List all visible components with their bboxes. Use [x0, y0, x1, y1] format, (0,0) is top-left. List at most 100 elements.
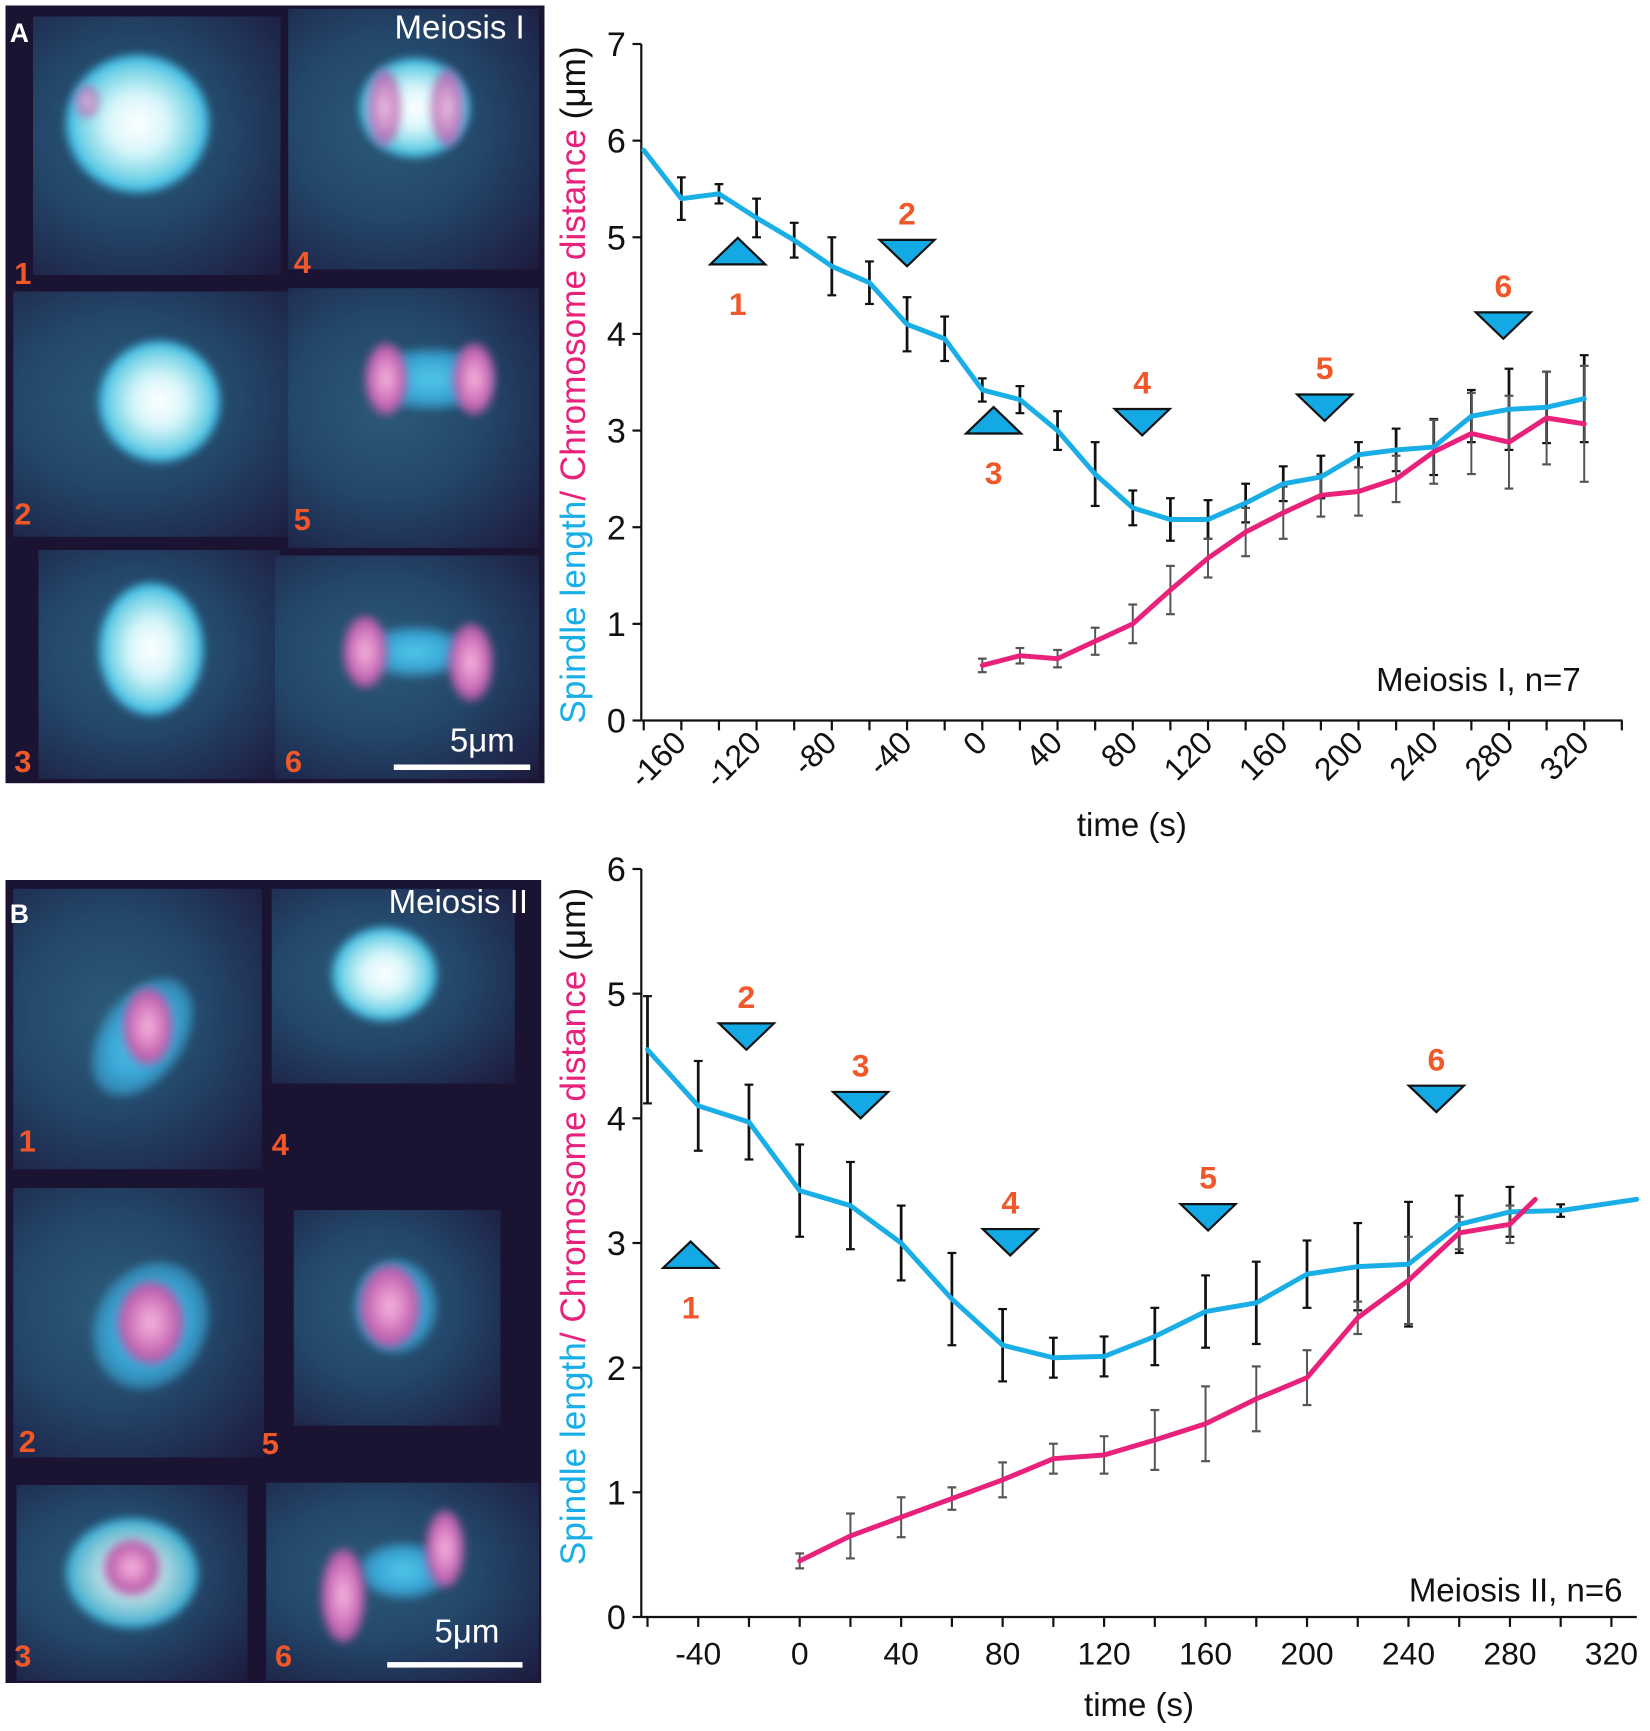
chart-annotation: Meiosis I, n=7: [1376, 661, 1581, 698]
cell-label: 4: [293, 245, 311, 280]
x-tick-label: 40: [1019, 724, 1070, 775]
y-tick-label: 0: [607, 703, 626, 741]
y-tick-label: 0: [607, 1599, 626, 1637]
x-tick-label: 200: [1307, 724, 1370, 787]
x-tick-label: 160: [1179, 1635, 1232, 1671]
panel-letter: B: [9, 899, 29, 930]
up-triangle-marker: [707, 236, 769, 266]
y-tick-label: 2: [607, 509, 626, 547]
cell-label: 6: [275, 1639, 293, 1674]
x-tick-label: 320: [1585, 1635, 1638, 1671]
y-tick-label: 3: [607, 1225, 626, 1263]
cell-label: 1: [18, 1124, 36, 1159]
y-tick-label: 6: [607, 123, 626, 161]
y-axis-title-part: Spindle length: [554, 501, 593, 724]
cell-label: 2: [18, 1424, 36, 1459]
micrograph-b3: [16, 1485, 248, 1681]
x-axis-title: time (s): [1084, 1686, 1194, 1723]
micrograph-a2: [13, 291, 303, 537]
chromosome-distance-line: [979, 415, 1587, 668]
x-tick-label: 0: [791, 1635, 809, 1671]
micrograph-a1: [33, 16, 281, 275]
x-tick-label: 0: [956, 724, 994, 762]
panel-title: Meiosis I: [394, 9, 525, 47]
micrograph-a4: [288, 8, 539, 270]
micrograph-a5: [288, 288, 539, 548]
marker-label: 4: [1133, 365, 1151, 401]
x-axis-title: time (s): [1077, 806, 1187, 843]
panel-letter: A: [9, 18, 29, 49]
panel-title: Meiosis II: [388, 884, 528, 921]
x-tick-label: 240: [1382, 724, 1445, 787]
x-tick-label: 80: [1094, 724, 1145, 775]
micrograph-a6: [275, 555, 539, 779]
spindle-length-line: [644, 1047, 1640, 1361]
marker-label: 5: [1199, 1160, 1217, 1196]
scale-bar-label: 5μm: [434, 1613, 500, 1650]
x-tick-label: 280: [1457, 724, 1520, 787]
micrograph-b2: [13, 1188, 265, 1458]
down-triangle-marker: [1177, 1203, 1239, 1233]
y-tick-label: 1: [607, 606, 626, 644]
micrograph-panel-a: A Meiosis I 1 2 3 4 5 6 5μm: [5, 5, 545, 784]
y-axis-title: Spindle length/ Chromosome distance (μm): [554, 46, 593, 723]
down-triangle-marker: [1473, 311, 1534, 341]
cell-label: 4: [271, 1127, 289, 1162]
x-tick-label: 240: [1382, 1635, 1435, 1671]
cell-label: 2: [14, 497, 32, 532]
micrograph-a3: [38, 550, 281, 779]
x-tick-label: 120: [1077, 1635, 1130, 1671]
micrograph-b4: [271, 888, 515, 1084]
marker-label: 3: [985, 455, 1003, 491]
x-tick-label: 200: [1280, 1635, 1333, 1671]
y-axis-title: Spindle length/ Chromosome distance (μm): [554, 888, 593, 1565]
y-tick-label: 4: [607, 316, 626, 354]
marker-label: 4: [1001, 1185, 1019, 1221]
y-tick-label: 3: [607, 413, 626, 451]
x-tick-label: 40: [883, 1635, 918, 1671]
cell-label: 3: [14, 744, 32, 779]
marker-label: 5: [1316, 350, 1334, 386]
down-triangle-marker: [1406, 1084, 1467, 1114]
marker-label: 3: [852, 1048, 870, 1084]
y-axis-title-part: (μm): [554, 46, 593, 129]
x-tick-label: -40: [675, 1635, 721, 1671]
marker-label: 2: [898, 195, 916, 231]
y-tick-label: 6: [607, 851, 626, 889]
x-tick-label: -40: [861, 724, 919, 782]
cell-label: 1: [14, 256, 32, 291]
y-tick-label: 5: [607, 219, 626, 257]
x-tick-label: 80: [985, 1635, 1020, 1671]
scale-bar: [393, 764, 531, 770]
marker-label: 6: [1428, 1041, 1446, 1077]
down-triangle-marker: [830, 1090, 891, 1120]
up-triangle-marker: [963, 405, 1024, 435]
micrograph-b6: [266, 1482, 539, 1681]
y-axis-title-part: (μm): [554, 888, 593, 971]
marker-label: 1: [682, 1290, 700, 1326]
scale-bar-label: 5μm: [449, 722, 515, 759]
marker-label: 1: [729, 286, 747, 322]
chromosome-distance-line: [797, 1196, 1538, 1564]
y-axis-title-part: Spindle length: [554, 1342, 593, 1565]
x-tick-label: 320: [1533, 724, 1596, 787]
down-triangle-marker: [980, 1227, 1041, 1257]
x-tick-label: 160: [1232, 724, 1295, 787]
y-tick-label: 2: [607, 1350, 626, 1388]
cell-label: 5: [293, 502, 311, 537]
y-tick-label: 1: [607, 1474, 626, 1512]
marker-label: 6: [1494, 268, 1512, 304]
spindle-length-line: [641, 147, 1587, 523]
x-tick-label: 280: [1483, 1635, 1536, 1671]
micrograph-b5: [293, 1210, 501, 1426]
y-axis-title-part: / Chromosome distance: [554, 971, 593, 1343]
scale-bar: [387, 1662, 523, 1668]
cell-label: 3: [14, 1639, 32, 1674]
up-triangle-marker: [660, 1240, 721, 1270]
y-tick-label: 5: [607, 976, 626, 1014]
down-triangle-marker: [716, 1022, 777, 1052]
down-triangle-marker: [876, 238, 938, 268]
